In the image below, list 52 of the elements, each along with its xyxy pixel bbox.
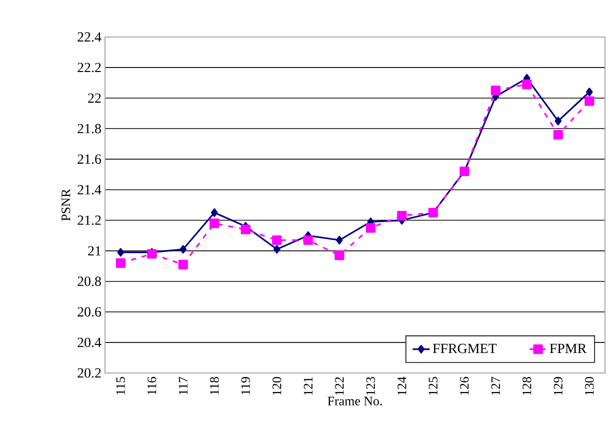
x-tick-label: 128 [522,377,532,395]
point [334,250,344,260]
y-tick-label: 21.6 [78,154,102,164]
y-tick-label: 22.2 [78,62,101,72]
point [336,236,343,244]
point [586,88,593,96]
point [490,86,500,96]
x-tick-label: 130 [585,377,594,395]
point [210,208,218,217]
x-tick-label: 116 [148,376,156,394]
point [180,245,187,254]
y-axis-title: PSNR [62,188,70,221]
point [554,116,562,126]
point [210,218,220,228]
y-tick-label: 21.4 [78,185,102,194]
x-tick-label: 118 [210,377,219,394]
x-tick-label: 122 [335,377,344,395]
x-tick-label: 125 [428,377,438,395]
point [273,245,280,254]
point [117,248,124,257]
point [366,223,376,233]
x-tick-label: 115 [116,377,125,394]
y-tick-label: 21 [88,246,101,256]
y-tick-label: 21.2 [78,216,101,225]
point [116,258,126,268]
x-tick-label: 119 [241,377,250,394]
y-tick-label: 22.4 [78,32,102,42]
point [522,80,532,90]
x-tick-label: 121 [304,377,312,395]
x-tick-label: 129 [554,377,562,395]
x-tick-label: 127 [491,376,500,395]
point [397,210,407,220]
point [553,130,563,140]
point [178,260,188,270]
y-tick-label: 22 [88,93,101,103]
legend-label: FFRGMET [432,344,497,354]
y-tick-label: 21.8 [78,124,101,134]
x-axis-title: Frame No. [328,396,382,406]
x-tick-label: 120 [272,377,282,395]
x-tick-label: 126 [460,376,469,395]
legend-label: FPMR [550,344,587,353]
y-tick-label: 20.8 [78,276,101,286]
point [303,235,313,245]
x-tick-label: 124 [398,376,406,395]
point [240,224,250,234]
y-tick-label: 20.2 [78,368,101,378]
x-tick-label: 123 [366,377,375,395]
point [272,235,282,245]
x-tick-label: 117 [178,376,188,394]
y-tick-label: 20.4 [78,338,102,348]
y-tick-label: 20.6 [78,307,102,317]
point [584,96,594,106]
